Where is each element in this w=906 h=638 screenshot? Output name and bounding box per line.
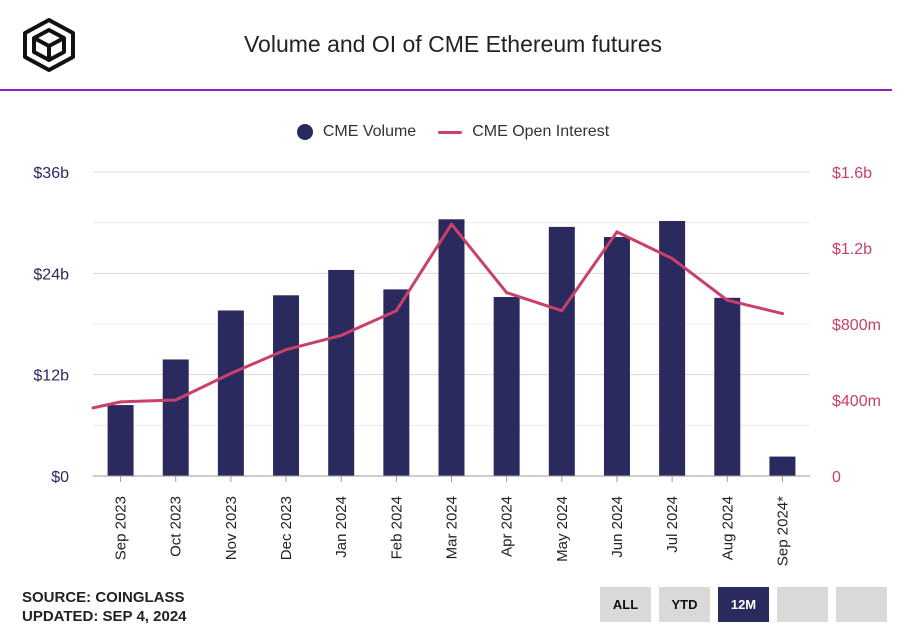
chart-title: Volume and OI of CME Ethereum futures <box>243 31 663 57</box>
legend-oi-marker <box>438 130 463 134</box>
point-open-interest <box>339 333 343 337</box>
legend-item-volume[interactable]: CME Volume <box>296 123 417 141</box>
bar-volume <box>493 296 520 476</box>
x-tick-label: Dec 2023 <box>278 496 295 560</box>
legend-item-open-interest[interactable]: CME Open Interest <box>438 123 609 141</box>
bar-volume <box>769 456 796 476</box>
y-right-tick-label: $1.2b <box>832 241 872 258</box>
y-right-tick-label: $400m <box>832 393 881 410</box>
x-tick-label: Aug 2024 <box>719 496 736 560</box>
bar-volume <box>603 237 630 476</box>
point-open-interest <box>174 398 178 402</box>
range-buttons: ALL YTD 12M <box>600 587 887 622</box>
y-right-tick-label: $1.6b <box>832 165 872 182</box>
y-left-tick-label: $0 <box>51 469 69 486</box>
point-open-interest <box>450 222 453 226</box>
range-button-all[interactable]: ALL <box>600 587 651 622</box>
logo-icon <box>23 18 75 72</box>
y-right-tick-label: $800m <box>832 317 881 334</box>
range-button-ytd[interactable]: YTD <box>659 587 710 622</box>
bar-volume <box>328 269 355 476</box>
x-tick-label: Apr 2024 <box>499 496 516 557</box>
x-tick-label: Jan 2024 <box>333 496 350 558</box>
x-tick-label: Jul 2024 <box>664 496 681 553</box>
legend-volume-label: CME Volume <box>322 123 417 140</box>
x-tick-label: Jun 2024 <box>609 496 626 558</box>
point-open-interest <box>615 230 619 234</box>
title-divider <box>0 89 892 91</box>
bar-volume <box>548 226 575 476</box>
x-tick-label: May 2024 <box>554 496 571 562</box>
x-tick-label: Sep 2024* <box>774 496 791 566</box>
x-tick-label: Mar 2024 <box>444 496 461 559</box>
point-open-interest <box>229 371 233 375</box>
point-open-interest <box>725 298 729 302</box>
bar-volume <box>217 310 244 476</box>
point-open-interest <box>284 348 288 352</box>
bar-volume <box>273 295 300 476</box>
line-open-interest <box>91 222 784 410</box>
point-open-interest <box>394 309 398 313</box>
bar-volume <box>714 297 741 476</box>
updated-label: UPDATED: SEP 4, 2024 <box>22 608 187 625</box>
bar-volume <box>383 289 410 476</box>
y-right-tick-label: 0 <box>832 469 841 486</box>
bar-volume <box>162 359 189 476</box>
range-button-blank-4[interactable] <box>836 587 887 622</box>
x-tick-label: Nov 2023 <box>223 496 240 560</box>
point-open-interest <box>505 291 509 295</box>
y-left-tick-label: $24b <box>33 266 69 283</box>
range-button-blank-3[interactable] <box>777 587 828 622</box>
point-open-interest <box>560 309 564 313</box>
legend-volume-marker <box>296 124 313 140</box>
point-open-interest <box>780 312 784 316</box>
y-left-tick-label: $36b <box>33 165 69 182</box>
point-open-interest <box>119 400 123 404</box>
legend-oi-label: CME Open Interest <box>472 123 610 140</box>
source-label: SOURCE: COINGLASS <box>22 589 185 606</box>
x-tick-label: Oct 2023 <box>168 496 185 557</box>
point-open-interest <box>670 256 674 260</box>
footer: SOURCE: COINGLASS UPDATED: SEP 4, 2024 <box>22 588 187 626</box>
bar-volume <box>438 219 465 477</box>
bar-volume <box>107 405 134 476</box>
y-left-tick-label: $12b <box>33 368 69 385</box>
x-tick-label: Feb 2024 <box>388 496 405 559</box>
x-tick-label: Sep 2023 <box>113 496 130 560</box>
range-button-12m[interactable]: 12M <box>718 587 769 622</box>
chart-legend: CME Volume CME Open Interest <box>0 123 906 141</box>
